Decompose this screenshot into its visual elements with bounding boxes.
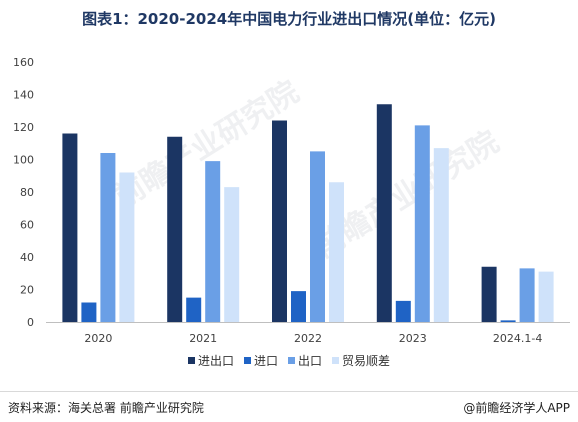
y-tick-label: 0 xyxy=(27,316,34,329)
legend-swatch xyxy=(187,357,195,364)
bar xyxy=(224,187,240,322)
footer: 资料来源：海关总署 前瞻产业研究院 @前瞻经济学人APP xyxy=(0,391,578,422)
bar xyxy=(376,104,392,322)
legend-label: 贸易顺差 xyxy=(342,354,391,368)
bar xyxy=(414,125,430,322)
legend-label: 进口 xyxy=(253,354,278,368)
bar xyxy=(500,320,516,322)
y-tick-label: 120 xyxy=(13,121,34,134)
bar xyxy=(100,153,116,322)
bar-chart: 0 20 40 60 80 100 120 140 160 2020 2021 2022 2023 202… xyxy=(13,56,570,345)
brand-label: @前瞻经济学人APP xyxy=(463,401,570,415)
x-tick-label: 2021 xyxy=(189,332,217,345)
legend-swatch xyxy=(243,357,251,364)
bar xyxy=(81,302,97,322)
y-tick-label: 80 xyxy=(20,186,34,199)
x-tick-label: 2022 xyxy=(294,332,322,345)
legend-label: 出口 xyxy=(298,354,323,368)
y-tick-label: 160 xyxy=(13,56,34,69)
legend-item: 出口 xyxy=(288,352,322,369)
bar xyxy=(272,120,287,322)
bar xyxy=(62,133,78,322)
legend: 进出口 进口 出口 贸易顺差 xyxy=(0,352,578,369)
bar xyxy=(186,297,202,322)
bar xyxy=(538,271,554,322)
source-note: 资料来源：海关总署 前瞻产业研究院 xyxy=(8,401,204,415)
chart-title: 图表1：2020-2024年中国电力行业进出口情况(单位：亿元) xyxy=(82,10,496,28)
bar xyxy=(167,136,183,322)
y-tick-label: 20 xyxy=(20,284,34,297)
bar xyxy=(205,161,221,322)
legend-item: 进口 xyxy=(243,352,278,369)
x-tick-label: 2020 xyxy=(84,332,112,345)
bar xyxy=(119,172,135,322)
legend-swatch xyxy=(332,357,340,364)
y-tick-label: 140 xyxy=(13,89,34,102)
bar xyxy=(329,182,344,322)
x-tick-label: 2023 xyxy=(399,332,427,345)
bar xyxy=(433,148,449,322)
bar xyxy=(291,291,306,322)
legend-item: 贸易顺差 xyxy=(332,352,390,369)
bar xyxy=(310,151,325,322)
legend-item: 进出口 xyxy=(187,352,234,369)
y-tick-label: 40 xyxy=(20,251,34,264)
legend-label: 进出口 xyxy=(197,354,234,368)
legend-swatch xyxy=(288,357,295,364)
bar xyxy=(519,268,535,322)
y-tick-label: 60 xyxy=(20,219,34,232)
bar xyxy=(481,266,497,322)
bar xyxy=(395,300,411,322)
x-tick-label: 2024.1-4 xyxy=(493,332,542,345)
y-tick-label: 100 xyxy=(13,154,34,167)
